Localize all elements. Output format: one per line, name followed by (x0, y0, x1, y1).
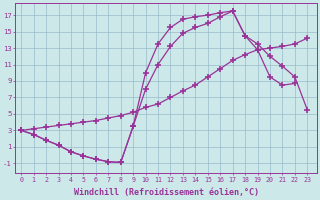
X-axis label: Windchill (Refroidissement éolien,°C): Windchill (Refroidissement éolien,°C) (74, 188, 259, 197)
